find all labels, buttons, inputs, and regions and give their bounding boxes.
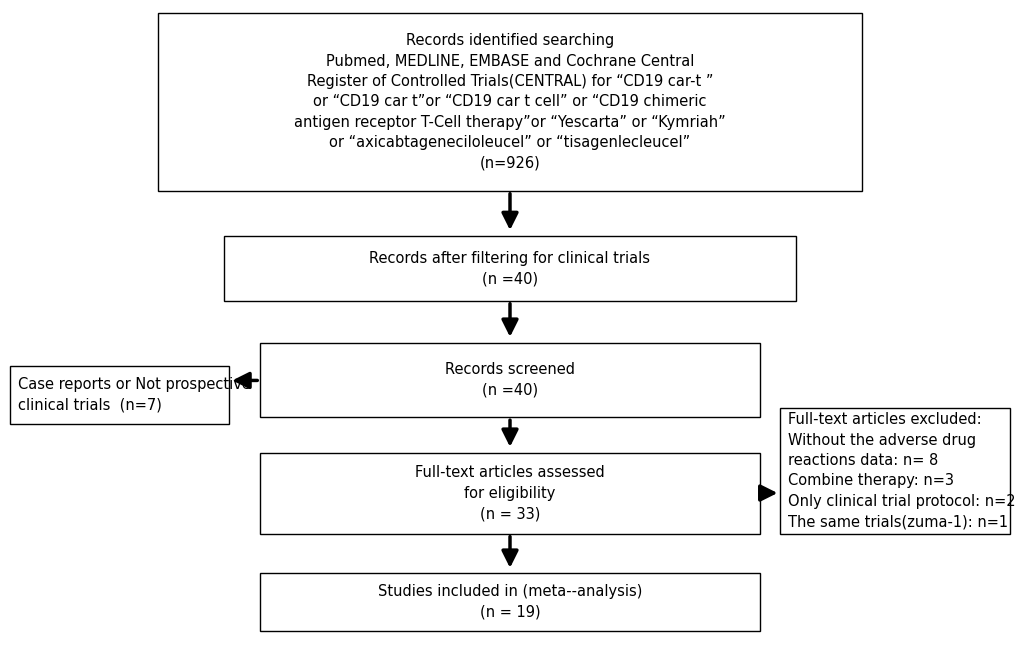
Text: Records screened
(n =40): Records screened (n =40) (444, 362, 575, 398)
FancyBboxPatch shape (260, 573, 759, 631)
FancyBboxPatch shape (10, 366, 229, 424)
Text: Records after filtering for clinical trials
(n =40): Records after filtering for clinical tri… (369, 251, 650, 286)
Text: Case reports or Not prospective
clinical trials  (n=7): Case reports or Not prospective clinical… (18, 377, 251, 412)
Text: Full-text articles excluded:
Without the adverse drug
reactions data: n= 8
Combi: Full-text articles excluded: Without the… (788, 412, 1015, 529)
Text: Records identified searching
Pubmed, MEDLINE, EMBASE and Cochrane Central
Regist: Records identified searching Pubmed, MED… (293, 33, 726, 171)
FancyBboxPatch shape (260, 343, 759, 417)
FancyBboxPatch shape (260, 453, 759, 534)
FancyBboxPatch shape (224, 236, 795, 301)
FancyBboxPatch shape (158, 13, 861, 191)
Text: Studies included in (meta--analysis)
(n = 19): Studies included in (meta--analysis) (n … (377, 584, 642, 619)
Text: Full-text articles assessed
for eligibility
(n = 33): Full-text articles assessed for eligibil… (415, 465, 604, 521)
FancyBboxPatch shape (780, 408, 1009, 534)
